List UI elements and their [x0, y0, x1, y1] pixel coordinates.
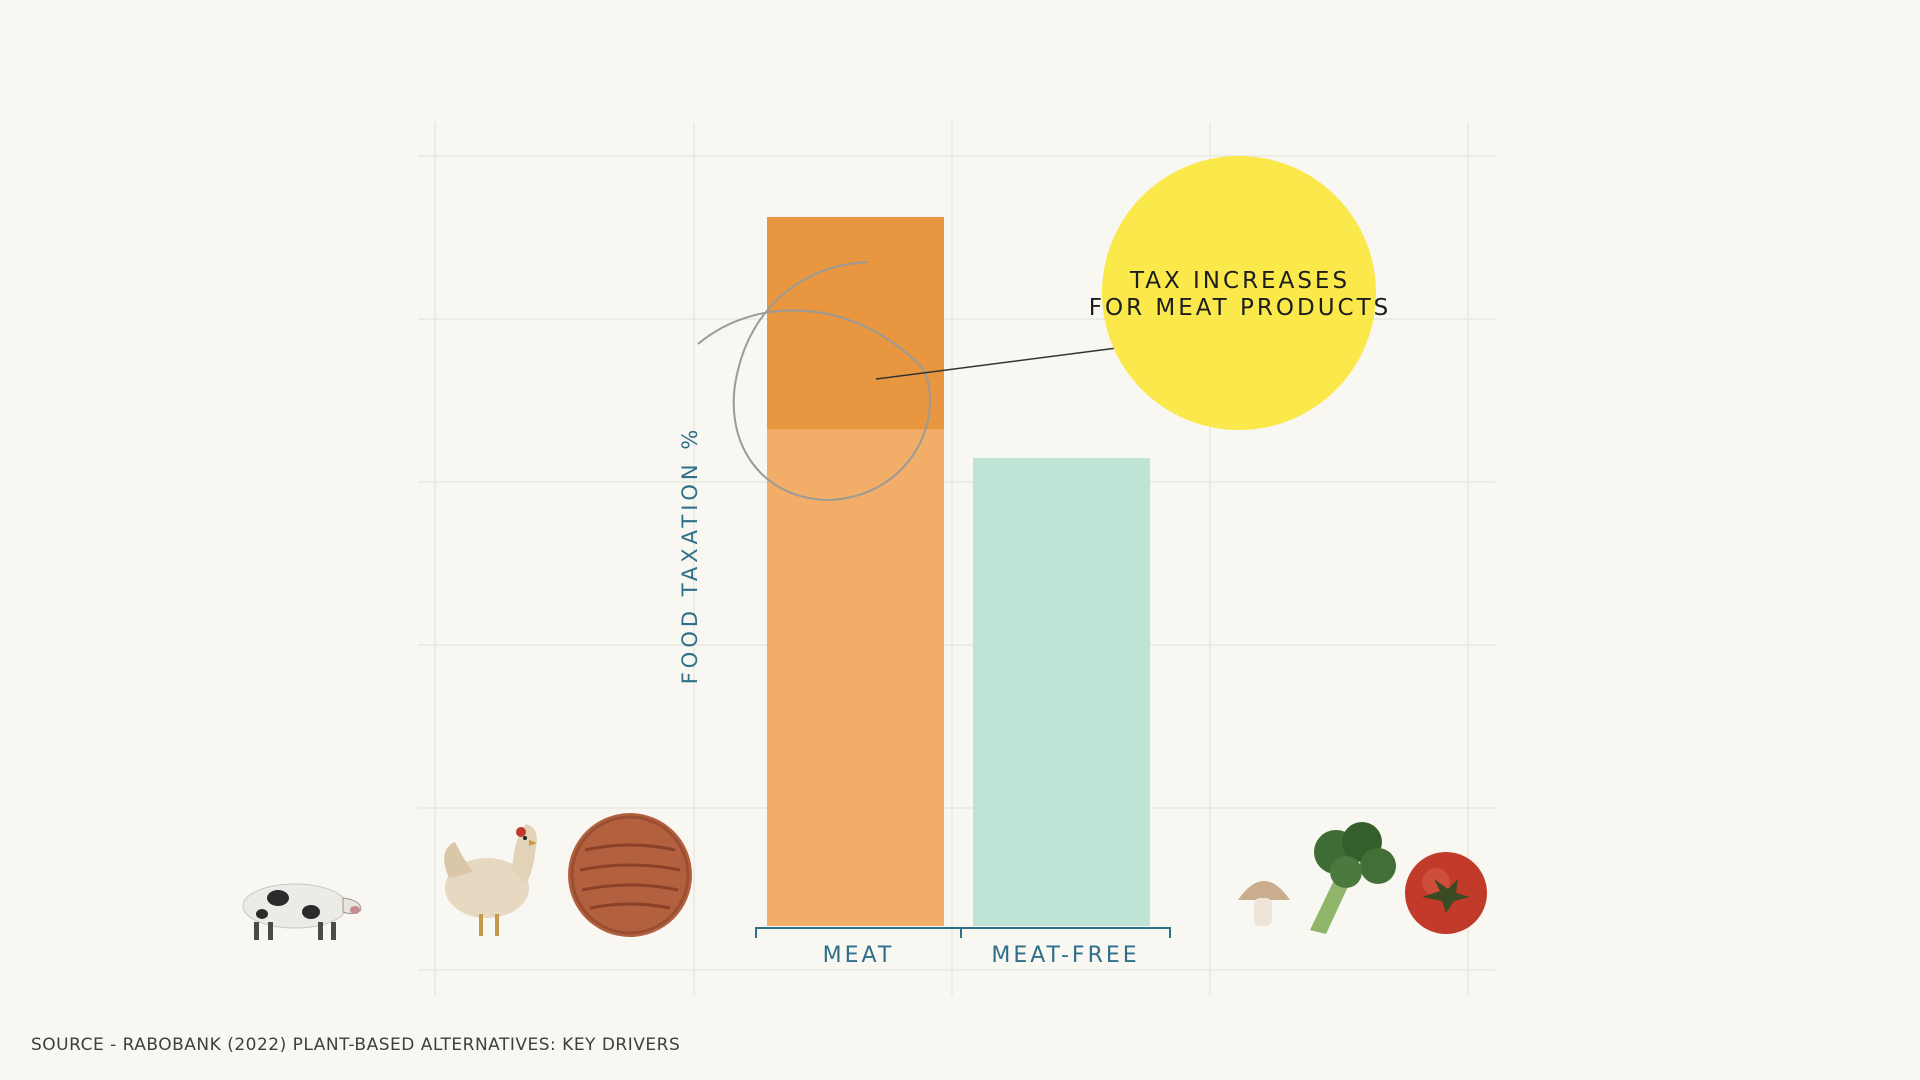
callout-leader-line: [875, 344, 1141, 380]
callout-line-1: TAX INCREASES: [1129, 268, 1351, 294]
callout-text: TAX INCREASES FOR MEAT PRODUCTS: [1080, 268, 1400, 322]
burger-patty-icon: [568, 813, 692, 937]
bars: [767, 217, 1150, 926]
broccoli-icon: [1310, 822, 1396, 934]
pig-icon: [242, 883, 362, 940]
x-tick-label-meat-free: MEAT-FREE: [991, 943, 1140, 968]
y-axis-label: FOOD TAXATION %: [678, 425, 702, 685]
bar-meat-free: [973, 458, 1150, 926]
mushroom-icon: [1238, 881, 1290, 926]
grid: [418, 122, 1495, 995]
callout-highlight: [1102, 156, 1376, 430]
callout-line-2: FOR MEAT PRODUCTS: [1088, 295, 1392, 321]
x-axis: [755, 927, 1171, 938]
source-caption: SOURCE - RABOBANK (2022) PLANT-BASED ALT…: [31, 1035, 681, 1055]
chicken-icon: [444, 824, 537, 936]
x-tick-label-meat: MEAT: [822, 943, 895, 968]
scribble-annotation: [697, 261, 1141, 502]
bar-meat-baseline: [767, 429, 944, 926]
tomato-icon: [1405, 852, 1487, 934]
axis-bracket: [755, 927, 1171, 938]
